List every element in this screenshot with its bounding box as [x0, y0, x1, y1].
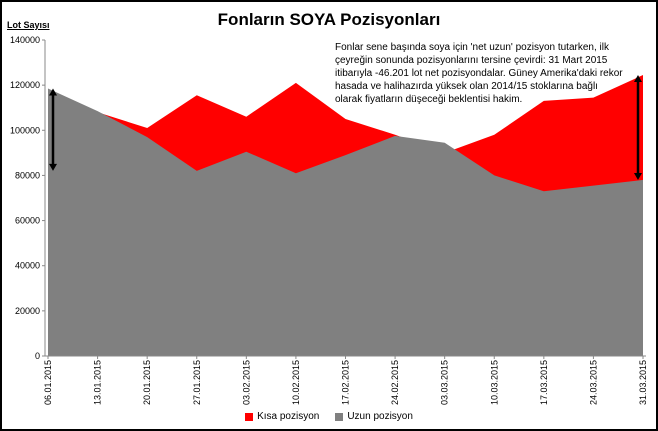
x-tick-label: 27.01.2015: [192, 360, 202, 405]
x-tick-label: 24.02.2015: [390, 360, 400, 405]
legend-label-short: Kısa pozisyon: [257, 411, 320, 422]
y-tick-label: 80000: [15, 170, 40, 180]
y-tick-labels: 0 20000 40000 60000 80000 100000 120000 140000: [10, 35, 45, 361]
chart-annotation: Fonlar sene başında soya için 'net uzun'…: [335, 42, 623, 105]
y-tick-label: 140000: [10, 35, 40, 45]
chart-title: Fonların SOYA Pozisyonları: [217, 10, 441, 29]
x-tick-label: 10.02.2015: [291, 360, 301, 405]
y-tick-label: 20000: [15, 306, 40, 316]
legend-label-long: Uzun pozisyon: [347, 411, 413, 422]
x-tick-label: 17.02.2015: [341, 360, 351, 405]
x-tick-label: 06.01.2015: [43, 360, 53, 405]
position-arrows: [49, 74, 642, 180]
legend-swatch-long: [335, 412, 344, 421]
x-tick-label: 20.01.2015: [142, 360, 152, 405]
x-tick-label: 31.03.2015: [638, 360, 648, 405]
arrow-head-down: [634, 172, 642, 180]
y-tick-label: 60000: [15, 216, 40, 226]
y-axis-label: Lot Sayısı: [7, 20, 50, 30]
y-tick-label: 0: [35, 351, 40, 361]
legend-swatch-short: [245, 412, 254, 421]
x-tick-labels: 06.01.2015 13.01.2015 20.01.2015 27.01.2015…: [43, 356, 648, 405]
legend-item-short: Kısa pozisyon: [245, 411, 319, 422]
x-tick-label: 24.03.2015: [588, 360, 598, 405]
double-arrow-0: [49, 88, 57, 171]
x-tick-label: 13.01.2015: [93, 360, 103, 405]
y-tick-label: 40000: [15, 261, 40, 271]
double-arrow-1: [634, 74, 642, 180]
arrow-head-down: [49, 163, 57, 171]
area-series-1: [48, 88, 643, 356]
chart-areas: [48, 75, 643, 356]
x-tick-label: 10.03.2015: [489, 360, 499, 405]
arrow-head-up: [634, 74, 642, 82]
y-tick-label: 100000: [10, 125, 40, 135]
chart-legend: Kısa pozisyon Uzun pozisyon: [2, 411, 656, 422]
x-tick-label: 03.02.2015: [241, 360, 251, 405]
arrow-head-up: [49, 88, 57, 96]
y-tick-label: 120000: [10, 80, 40, 90]
x-tick-label: 03.03.2015: [440, 360, 450, 405]
legend-item-long: Uzun pozisyon: [335, 411, 413, 422]
x-tick-label: 17.03.2015: [539, 360, 549, 405]
